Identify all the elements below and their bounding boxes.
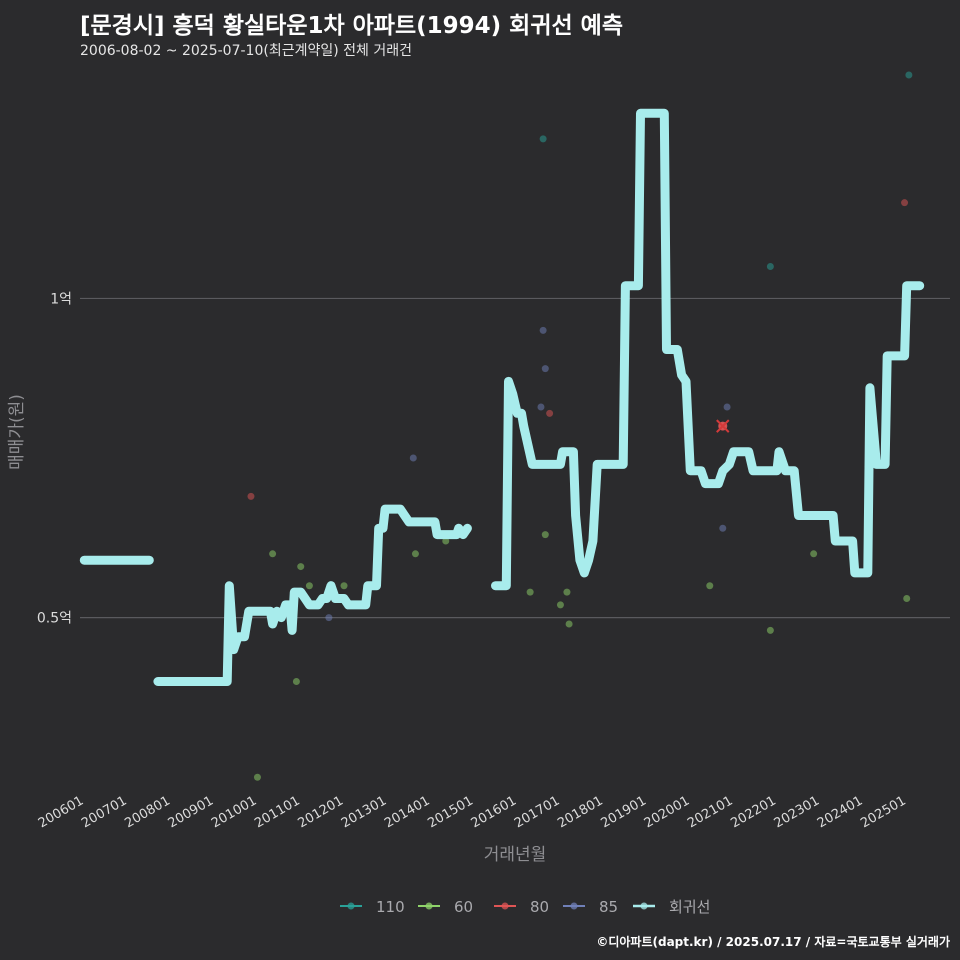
regression-line-segment-1 <box>153 504 472 686</box>
trade-point-60-28 <box>766 626 774 634</box>
legend-label-60: 60 <box>454 898 473 916</box>
y-axis-title: 매매가(원) <box>7 394 27 470</box>
trade-point-60-26 <box>565 620 573 628</box>
x-tick-label-201801: 201801 <box>555 793 605 831</box>
trade-point-60-20 <box>411 550 419 558</box>
x-tick-label-202501: 202501 <box>858 793 908 831</box>
x-tick-label-201001: 201001 <box>209 793 259 831</box>
x-tick-label-201201: 201201 <box>296 793 346 831</box>
trade-point-85-13 <box>325 614 333 622</box>
trade-point-60-16 <box>305 582 313 590</box>
legend-marker-80 <box>501 902 509 910</box>
trade-point-80-5 <box>546 409 554 417</box>
x-tick-label-201701: 201701 <box>512 793 562 831</box>
trade-point-60-30 <box>903 594 911 602</box>
x-tick-label-200801: 200801 <box>122 793 172 831</box>
trade-point-85-10 <box>723 403 731 411</box>
x-tick-label-202401: 202401 <box>815 793 865 831</box>
trade-point-60-25 <box>563 588 571 596</box>
x-tick-label-202201: 202201 <box>728 793 778 831</box>
highlight-cross-marker <box>716 419 730 433</box>
trade-point-85-7 <box>539 326 547 334</box>
x-axis-title: 거래년월 <box>484 845 547 865</box>
trade-point-80-3 <box>901 199 909 207</box>
trade-point-60-15 <box>297 563 305 571</box>
trade-point-85-11 <box>719 524 727 532</box>
legend-marker-85 <box>570 902 578 910</box>
legend-label-80: 80 <box>530 898 549 916</box>
trade-point-60-17 <box>340 582 348 590</box>
trade-point-85-12 <box>409 454 417 462</box>
y-tick-label-0: 0.5억 <box>37 611 72 627</box>
y-tick-label-1: 1억 <box>50 291 72 307</box>
x-tick-label-201901: 201901 <box>599 793 649 831</box>
trade-point-60-22 <box>526 588 534 596</box>
trade-point-85-8 <box>541 365 549 373</box>
chart-subtitle: 2006-08-02 ~ 2025-07-10(최근계약일) 전체 거래건 <box>80 43 412 59</box>
trade-point-60-14 <box>269 550 277 558</box>
x-tick-label-202101: 202101 <box>685 793 735 831</box>
source-footer: ©디아파트(dapt.kr) / 2025.07.17 / 자료=국토교통부 실… <box>596 935 950 949</box>
x-tick-label-200901: 200901 <box>166 793 216 831</box>
trade-point-60-23 <box>541 531 549 539</box>
trade-point-85-9 <box>537 403 545 411</box>
trade-point-60-18 <box>292 677 300 685</box>
trade-point-110-2 <box>766 263 774 271</box>
x-tick-label-202001: 202001 <box>642 793 692 831</box>
x-tick-label-200701: 200701 <box>79 793 129 831</box>
trade-point-60-21 <box>442 537 450 545</box>
trade-point-110-1 <box>539 135 547 143</box>
trade-point-80-4 <box>247 492 255 500</box>
trade-point-60-27 <box>706 582 714 590</box>
legend-label-regression: 회귀선 <box>669 898 710 916</box>
legend-label-110: 110 <box>376 898 405 916</box>
x-tick-label-201601: 201601 <box>469 793 519 831</box>
x-tick-label-201101: 201101 <box>252 793 302 831</box>
legend-marker-regression <box>640 902 648 910</box>
legend-label-85: 85 <box>599 898 618 916</box>
trade-point-60-19 <box>253 773 261 781</box>
x-tick-label-201501: 201501 <box>425 793 475 831</box>
regression-line-segment-2 <box>491 108 925 591</box>
legend-marker-110 <box>347 902 355 910</box>
x-tick-label-200601: 200601 <box>36 793 86 831</box>
x-tick-label-201301: 201301 <box>339 793 389 831</box>
x-tick-label-202301: 202301 <box>772 793 822 831</box>
trade-point-110-0 <box>905 71 913 79</box>
x-tick-label-201401: 201401 <box>382 793 432 831</box>
chart-title: [문경시] 흥덕 황실타운1차 아파트(1994) 회귀선 예측 <box>80 13 623 39</box>
trade-point-60-29 <box>810 550 818 558</box>
trade-point-60-24 <box>556 601 564 609</box>
legend-marker-60 <box>425 902 433 910</box>
